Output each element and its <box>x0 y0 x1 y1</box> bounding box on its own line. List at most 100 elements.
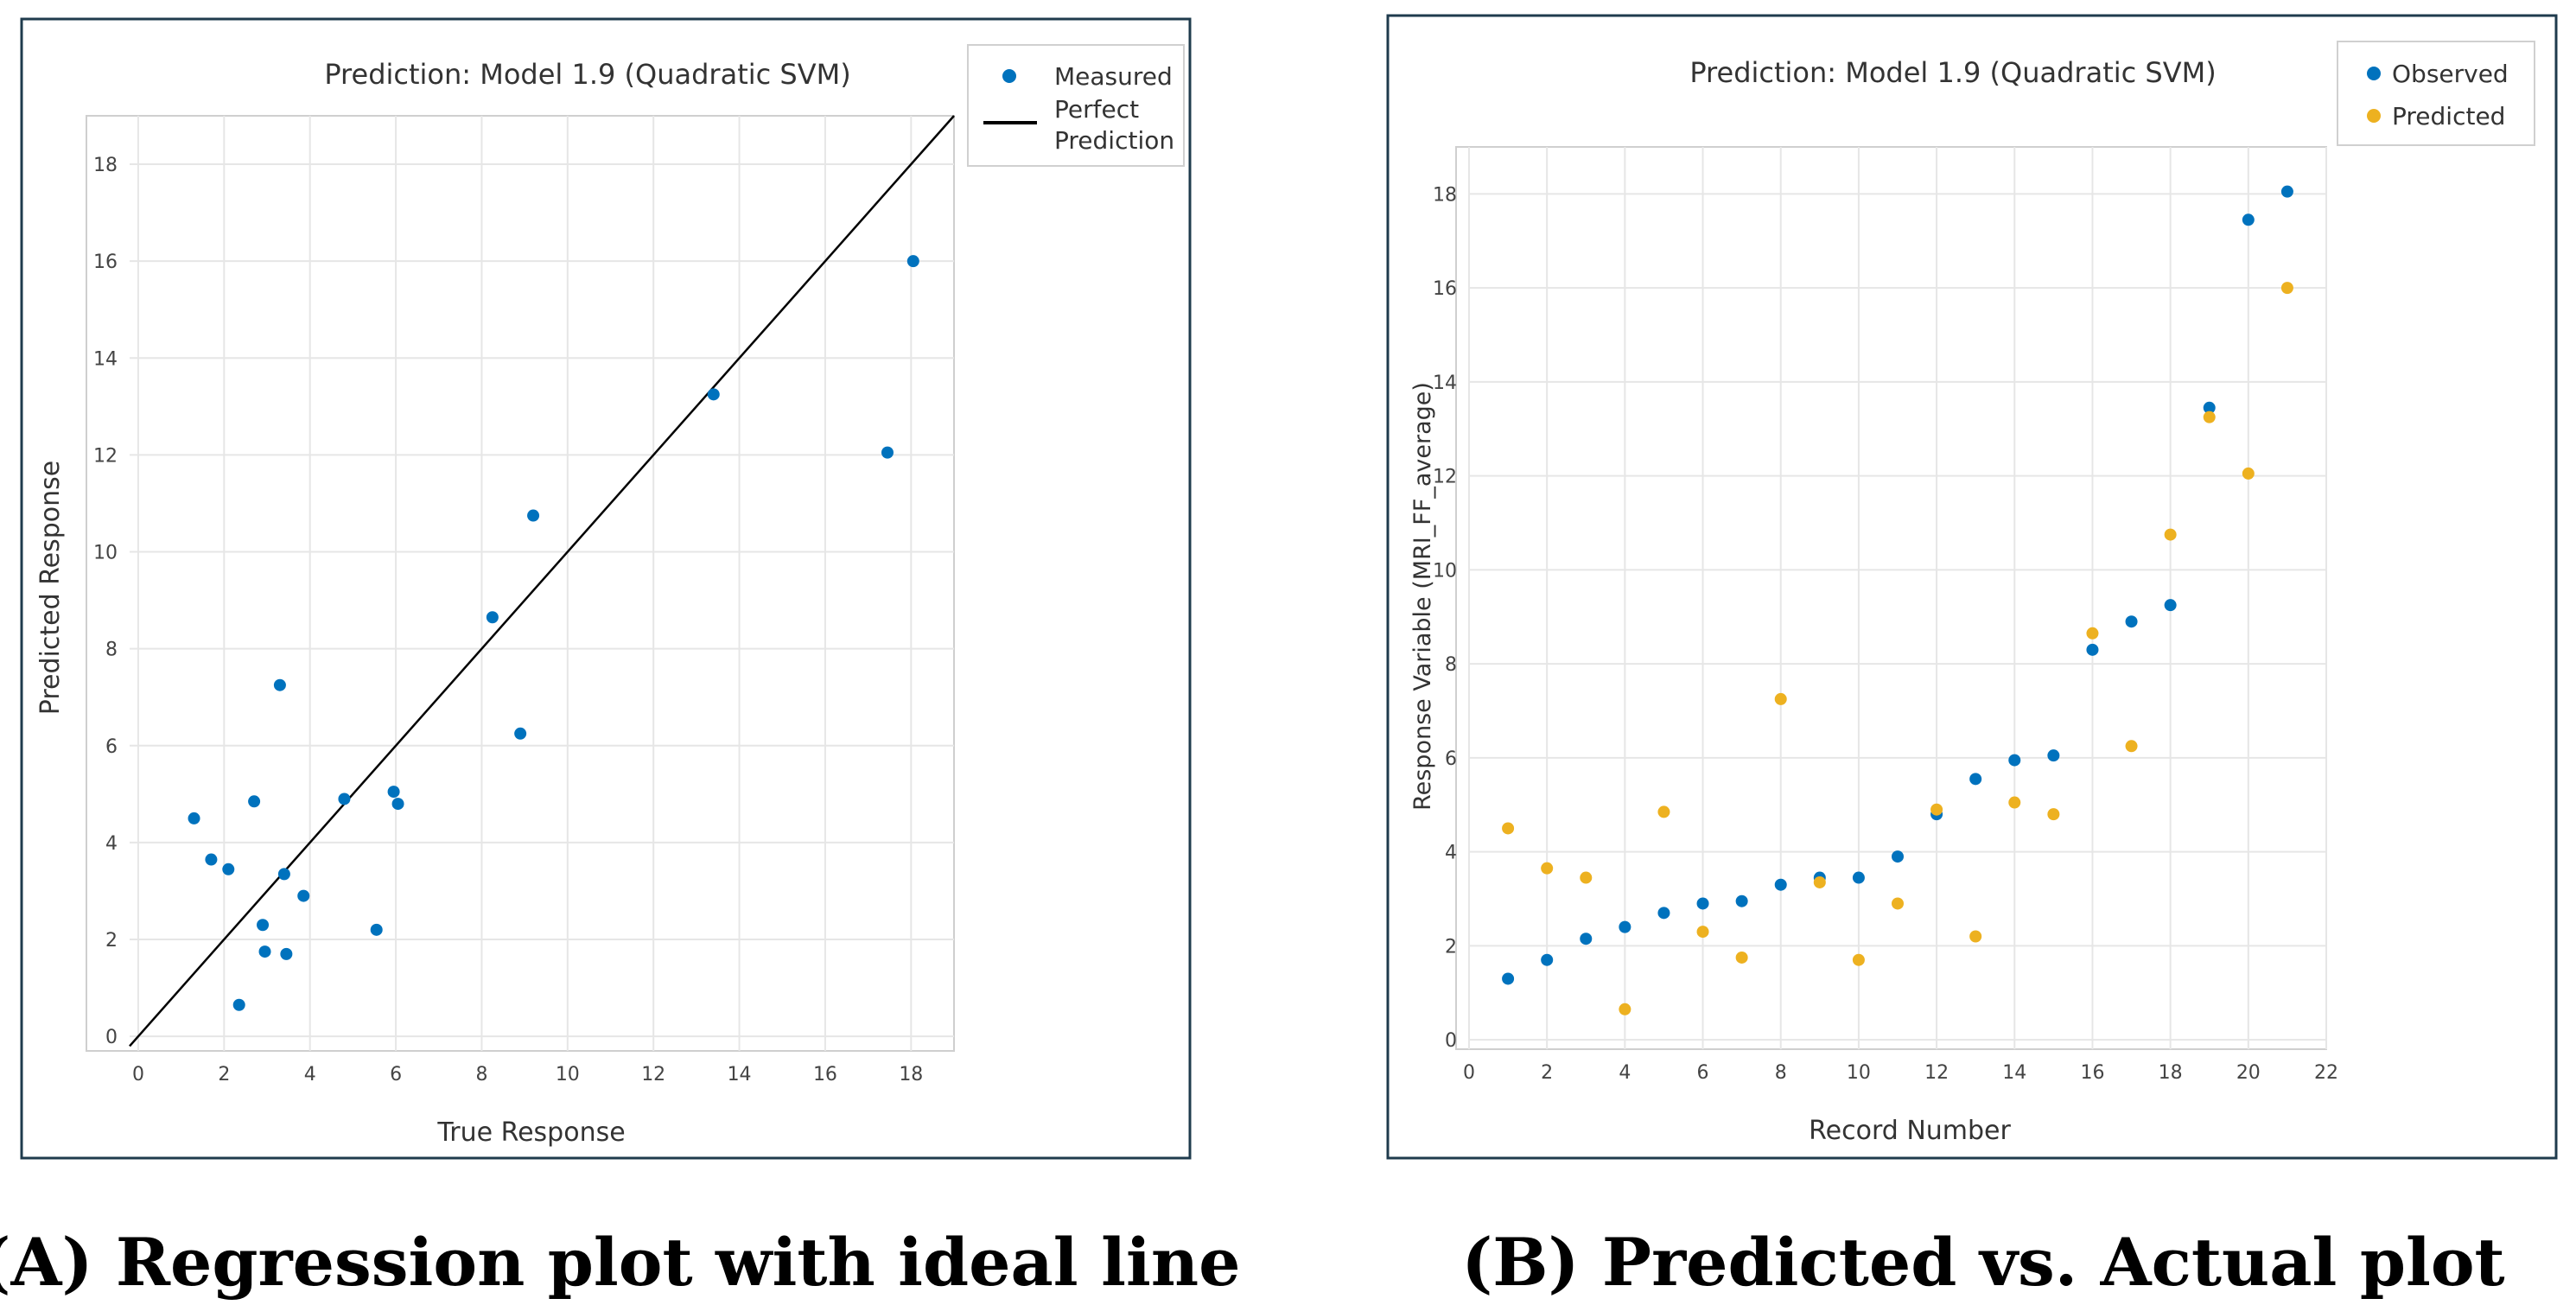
predicted-point <box>1852 953 1865 966</box>
predicted-point <box>1619 1003 1631 1015</box>
predicted-point <box>1930 803 1943 816</box>
panel-a-y-tick-label: 0 <box>105 1027 118 1048</box>
observed-point <box>2164 599 2177 612</box>
predicted-point <box>2242 467 2255 480</box>
observed-point <box>2086 643 2099 656</box>
panel-a-x-tick-label: 4 <box>304 1064 316 1085</box>
panel-b-y-tick-label: 0 <box>1445 1030 1457 1052</box>
panel-a-y-tick-label: 12 <box>93 445 118 467</box>
panel-a-x-tick-label: 12 <box>641 1064 665 1085</box>
observed-point <box>2008 754 2021 767</box>
panel-b-grid <box>1468 147 2327 1049</box>
panel-b-x-tick-label: 18 <box>2159 1062 2183 1084</box>
legend-measured-marker <box>1002 69 1016 83</box>
panel-b-x-tick-label: 22 <box>2314 1062 2338 1084</box>
measured-point <box>527 509 540 522</box>
observed-point <box>2242 213 2255 226</box>
predicted-point <box>1657 805 1670 818</box>
panel-a-legend-box <box>967 44 1185 167</box>
panel-b-plot-area <box>1455 146 2327 1050</box>
observed-point <box>1735 894 1748 907</box>
measured-point <box>370 923 383 936</box>
measured-point <box>257 919 270 932</box>
panel-b-y-tick-label: 18 <box>1433 184 1457 206</box>
observed-point <box>1619 920 1631 933</box>
panel-a-y-tick-label: 8 <box>105 640 118 661</box>
measured-point <box>258 945 271 958</box>
measured-point <box>188 812 200 824</box>
panel-a-x-tick-label: 10 <box>556 1064 580 1085</box>
legend-predicted-marker <box>2367 109 2381 123</box>
observed-point <box>1541 953 1554 966</box>
panel-a-plot-area <box>86 115 955 1052</box>
legend-observed-marker <box>2367 67 2381 80</box>
panel-b-y-tick-label: 8 <box>1445 654 1457 676</box>
panel-b-x-tick-label: 6 <box>1697 1062 1709 1084</box>
measured-point <box>277 868 290 881</box>
panel-a-y-axis-label: Predicted Response <box>35 461 66 715</box>
panel-b-marks <box>1502 185 2293 1015</box>
panel-b-legend: Observed Predicted <box>2337 41 2535 146</box>
observed-point <box>1774 878 1787 891</box>
measured-point <box>280 947 293 960</box>
observed-point <box>1969 773 1982 786</box>
predicted-point <box>2280 282 2293 295</box>
panel-b-y-tick-label: 6 <box>1445 748 1457 770</box>
panel-b-y-tick-label: 4 <box>1445 843 1457 864</box>
predicted-point <box>2203 411 2216 423</box>
predicted-point <box>2086 627 2099 640</box>
panel-a-y-tick-label: 16 <box>93 251 118 273</box>
measured-point <box>486 611 499 624</box>
panel-a-y-tick-label: 14 <box>93 348 118 370</box>
panel-b-x-axis-label: Record Number <box>1809 1116 2011 1146</box>
panel-b-legend-box <box>2337 41 2535 146</box>
panel-b-y-tick-label: 14 <box>1433 372 1457 394</box>
observed-point <box>2280 185 2293 198</box>
panel-a-caption: (A) Regression plot with ideal line <box>0 1224 1240 1301</box>
legend-ideal-line-label-line1: Perfect <box>1054 95 1139 124</box>
legend-ideal-line-label-line2: Prediction <box>1054 126 1174 155</box>
measured-point <box>222 863 235 875</box>
panel-b-x-tick-label: 12 <box>1924 1062 1949 1084</box>
panel-a-y-tick-label: 10 <box>93 543 118 564</box>
measured-point <box>338 793 351 805</box>
panel-b-x-tick-label: 14 <box>2002 1062 2026 1084</box>
predicted-point <box>2008 796 2021 809</box>
panel-b-y-tick-label: 2 <box>1445 936 1457 958</box>
predicted-point <box>1892 897 1904 910</box>
predicted-point <box>2125 740 2138 753</box>
predicted-point <box>1813 875 1826 888</box>
observed-point <box>2047 749 2060 762</box>
perfect-prediction-line <box>129 115 955 1047</box>
panel-b-tick-labels: 0 2 4 6 8 10 12 14 16 18 20 22 0 2 4 6 8 10 12 14 16 18 <box>1433 184 2338 1084</box>
panel-a: 0 2 4 6 8 10 12 14 16 18 0 2 4 6 8 10 12 14 16 18 Predictio… <box>20 17 1192 1160</box>
panel-b-x-tick-label: 4 <box>1619 1062 1631 1084</box>
measured-point <box>205 853 218 866</box>
legend-predicted-label: Predicted <box>2392 102 2505 130</box>
panel-a-x-tick-label: 8 <box>475 1064 487 1085</box>
panel-a-y-tick-label: 6 <box>105 736 118 758</box>
predicted-point <box>2164 528 2177 541</box>
measured-point <box>232 998 245 1011</box>
panel-a-x-tick-label: 14 <box>728 1064 752 1085</box>
predicted-point <box>1735 951 1748 964</box>
panel-a-title: Prediction: Model 1.9 (Quadratic SVM) <box>324 58 850 91</box>
panel-b-x-tick-label: 10 <box>1847 1062 1871 1084</box>
observed-point <box>1502 972 1515 985</box>
panel-a-grid <box>130 116 954 1051</box>
panel-a-tick-labels: 0 2 4 6 8 10 12 14 16 18 0 2 4 6 8 10 12 14 16 18 <box>93 155 923 1085</box>
predicted-point <box>1696 926 1709 939</box>
observed-point <box>2125 615 2138 628</box>
predicted-point <box>1502 822 1515 835</box>
panel-b-x-tick-label: 20 <box>2236 1062 2261 1084</box>
measured-point <box>906 255 919 268</box>
observed-point <box>1580 933 1593 945</box>
measured-point <box>514 727 527 740</box>
predicted-point <box>1541 862 1554 875</box>
predicted-point <box>2047 808 2060 821</box>
panel-a-x-tick-label: 2 <box>218 1064 230 1085</box>
panel-b-caption: (B) Predicted vs. Actual plot <box>1461 1224 2504 1301</box>
predicted-point <box>1774 692 1787 705</box>
panel-a-x-tick-label: 0 <box>132 1064 144 1085</box>
